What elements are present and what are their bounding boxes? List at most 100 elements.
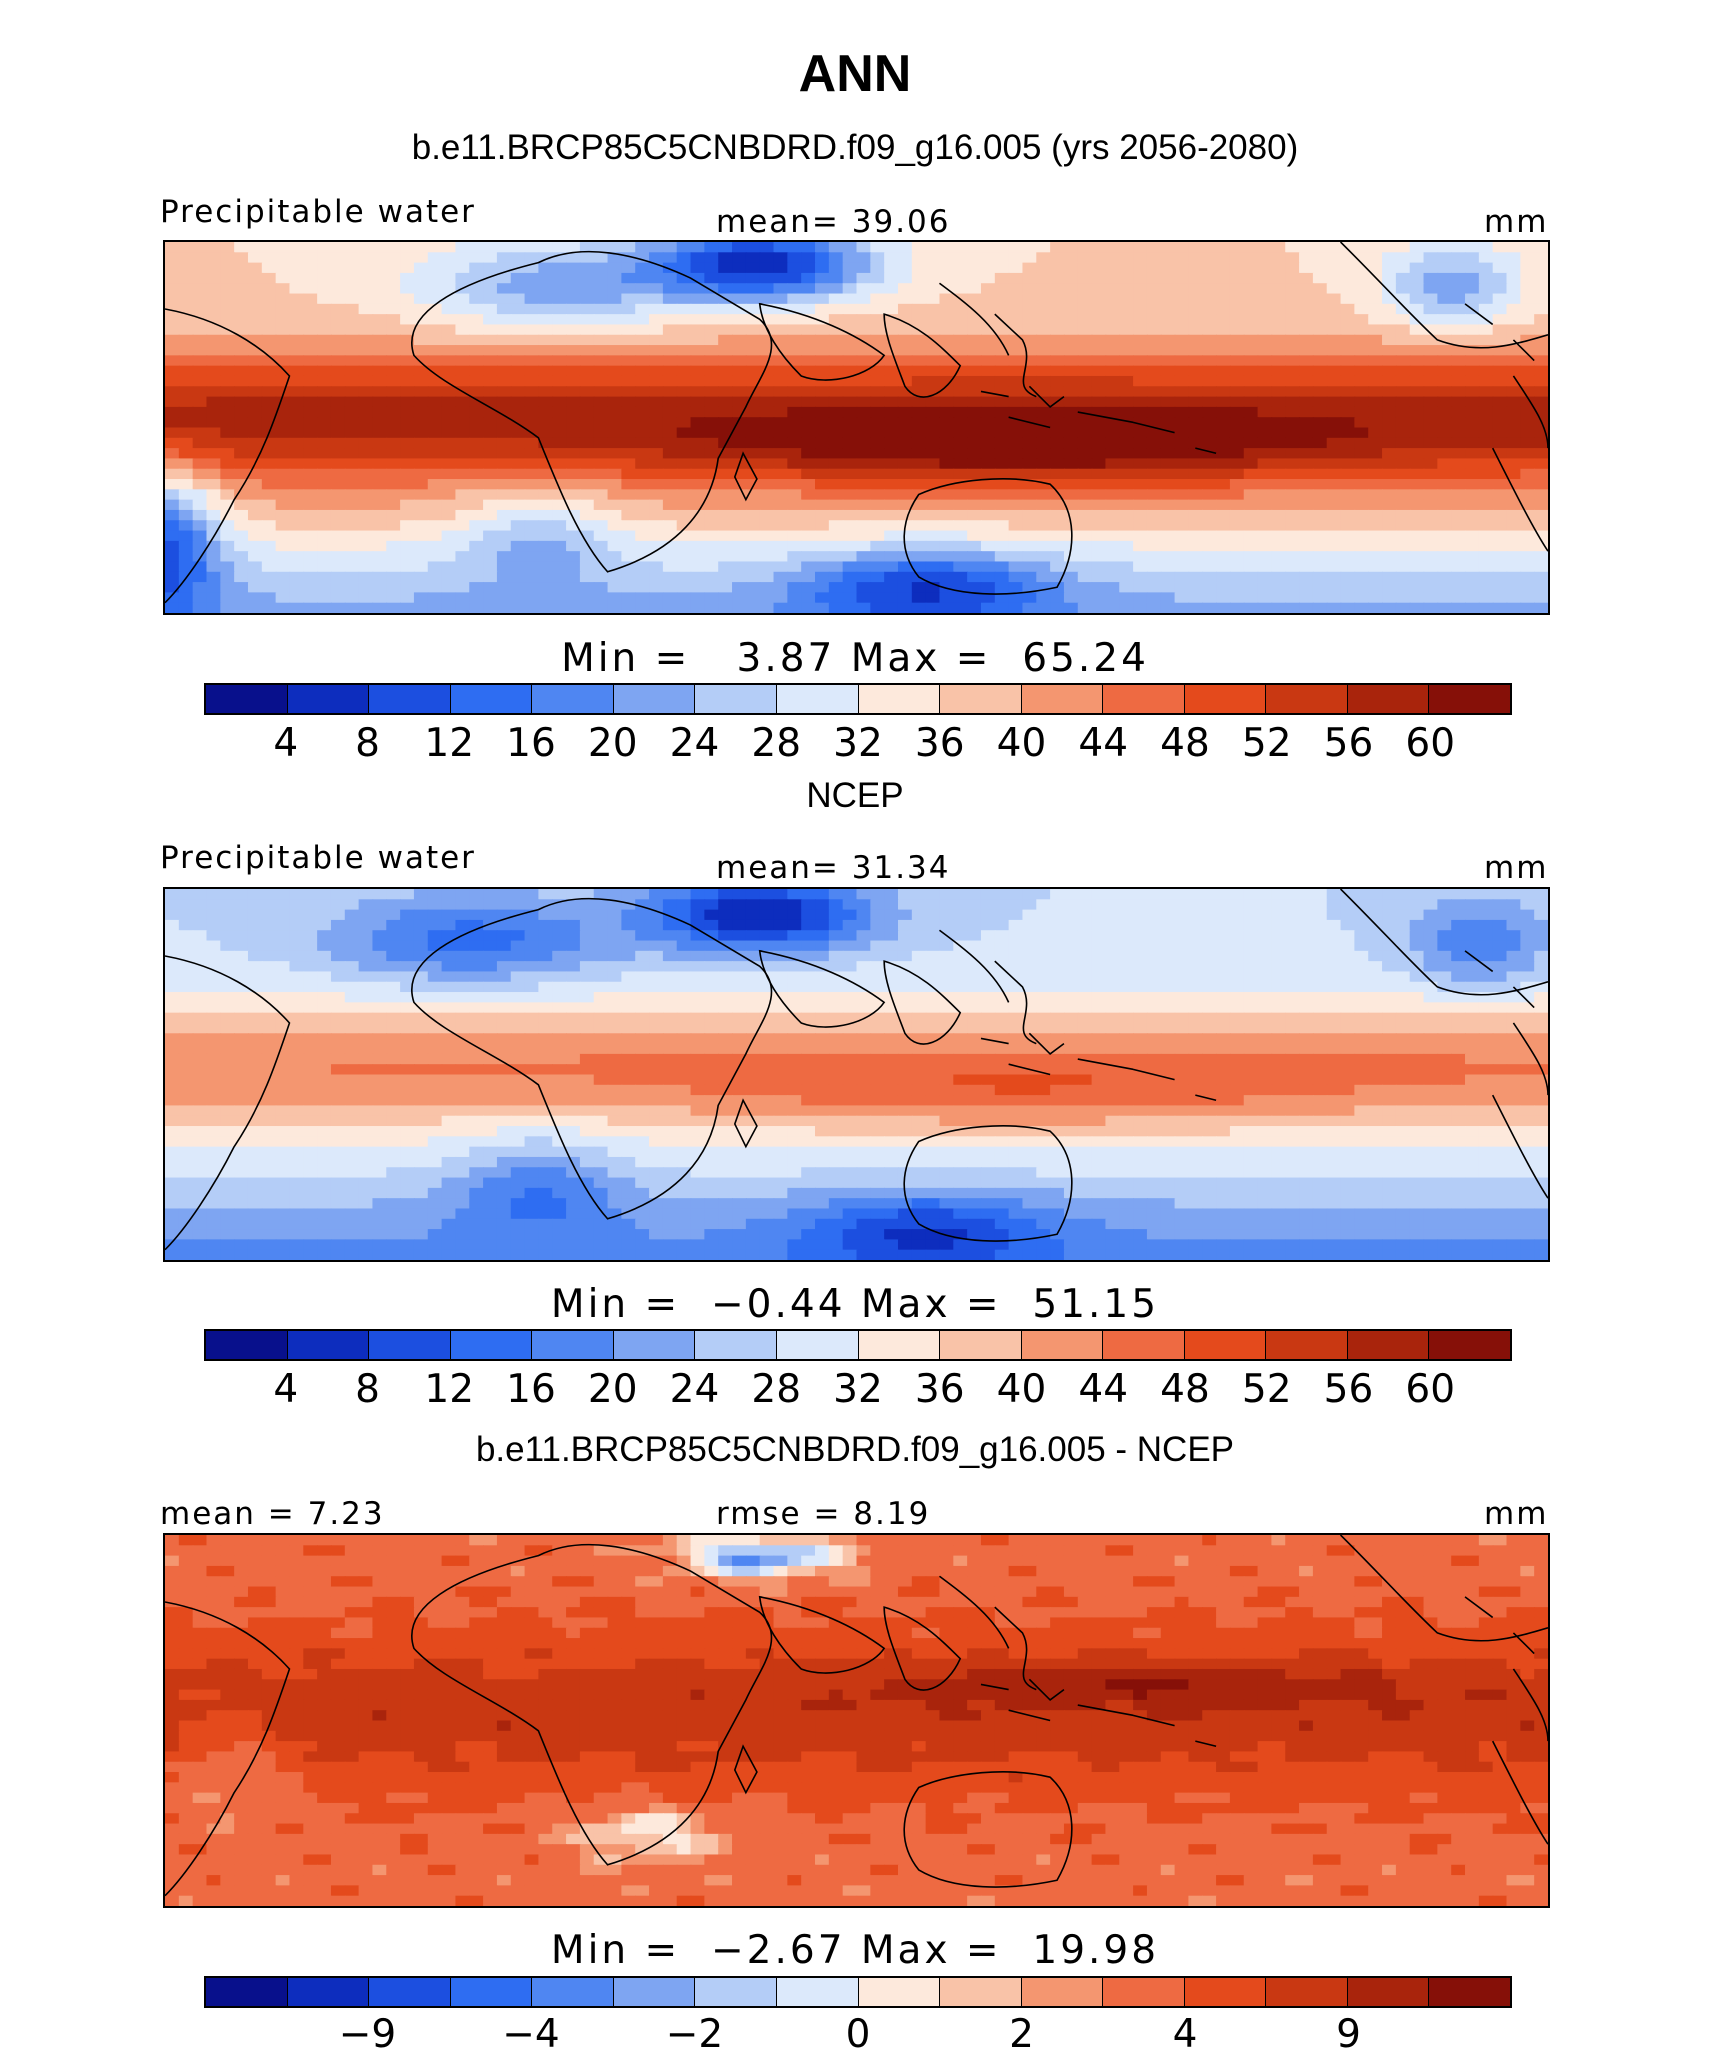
contour-cell [178,909,194,921]
contour-cell [261,252,277,264]
contour-cell [1188,889,1204,900]
contour-cell [165,448,180,460]
contour-cell [1243,345,1259,356]
contour-cell [1465,992,1480,1003]
contour-cell [1271,448,1287,460]
contour-cell [413,909,429,921]
contour-cell [275,520,291,532]
contour-cell [1340,283,1356,295]
contour-cell [317,992,332,1003]
contour-cell [330,551,346,563]
contour-cell [676,909,692,921]
contour-cell [1451,252,1466,264]
contour-cell [1271,582,1287,594]
contour-cell [1326,602,1342,613]
contour-cell [206,571,222,583]
contour-cell [1492,530,1508,542]
contour-cell [344,468,360,480]
contour-cell [317,889,332,900]
contour-cell [994,1012,1010,1024]
contour-cell [1465,417,1480,429]
contour-cell [1077,283,1093,295]
contour-cell [1271,520,1287,532]
contour-cell [220,396,235,408]
contour-cell [372,272,388,284]
contour-cell [400,272,415,284]
contour-cell [178,458,194,470]
contour-cell [386,899,401,911]
contour-cell [386,458,401,470]
contour-cell [206,406,222,418]
contour-cell [773,930,789,942]
contour-cell [261,992,277,1003]
contour-cell [552,992,567,1003]
contour-cell [289,981,305,993]
contour-cell [1465,551,1480,563]
contour-cell [1146,365,1162,377]
contour-cell [510,602,526,613]
contour-cell [953,930,968,942]
contour-cell [427,283,443,295]
contour-cell [165,961,180,973]
contour-cell [1382,530,1397,542]
india-coastline [884,314,960,397]
contour-cell [690,262,706,274]
contour-cell [1133,386,1148,398]
contour-cell [815,427,830,439]
contour-cell [1368,992,1383,1003]
contour-cell [939,417,955,429]
contour-cell [275,489,291,501]
contour-cell [718,551,733,563]
contour-cell [289,561,305,573]
contour-cell [1050,499,1065,511]
contour-cell [1340,981,1356,993]
contour-cell [1437,509,1453,521]
contour-cell [275,283,291,295]
contour-cell [1022,551,1038,563]
contour-cell [247,396,263,408]
contour-cell [732,242,747,253]
contour-cell [690,602,706,613]
contour-cell [1008,427,1024,439]
contour-cell [469,375,484,387]
contour-cell [538,1022,554,1034]
contour-cell [884,499,899,511]
contour-cell [1119,365,1134,377]
contour-cell [842,971,858,983]
contour-cell [1520,961,1535,973]
contour-cell [1119,437,1134,449]
south-america-coastline [165,309,289,603]
contour-cell [801,293,816,305]
contour-cell [372,406,388,418]
contour-cell [676,468,692,480]
contour-cell [330,479,346,490]
contour-cell [635,458,650,470]
contour-cell [1077,437,1093,449]
contour-cell [1022,509,1038,521]
contour-cell [607,950,623,962]
contour-cell [1229,252,1245,264]
contour-cell [759,582,775,594]
contour-cell [1229,458,1245,470]
contour-cell [690,1012,706,1024]
contour-cell [566,406,581,418]
contour-cell [1492,1012,1508,1024]
contour-cell [372,489,388,501]
contour-cell [718,981,733,993]
contour-cell [247,386,263,398]
contour-cell [773,386,789,398]
contour-cell [953,602,968,613]
contour-cell [206,950,222,962]
contour-cell [1437,571,1453,583]
contour-cell [856,293,872,305]
contour-cell [1174,458,1190,470]
contour-cell [1478,427,1494,439]
contour-cell [1119,520,1134,532]
contour-cell [386,365,401,377]
contour-cell [483,919,498,931]
contour-cell [1409,919,1425,931]
contour-cell [524,551,540,563]
contour-cell [1451,561,1466,573]
contour-cell [1437,930,1453,942]
contour-cell [690,396,706,408]
